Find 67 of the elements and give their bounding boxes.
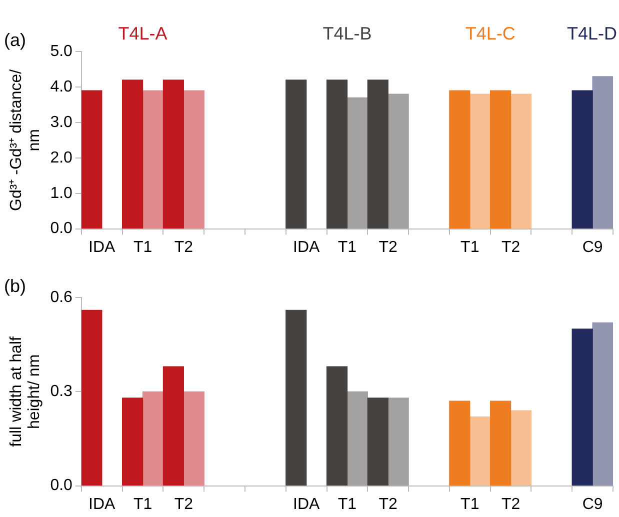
y-tick-label: 0.0: [50, 220, 73, 238]
bar: [81, 90, 102, 229]
bar: [142, 391, 164, 486]
bar: [162, 366, 184, 486]
chart-title: (b): [4, 276, 26, 296]
bar: [286, 310, 307, 486]
bar: [449, 90, 470, 229]
bar: [183, 90, 204, 229]
bar: [572, 90, 593, 229]
bar: [122, 398, 144, 486]
x-tick-label: C9: [582, 496, 603, 513]
y-axis-title: Gd³⁺ -Gd³⁺ distance/ nm: [8, 68, 43, 212]
bar: [326, 80, 348, 229]
x-tick-label: T1: [133, 496, 152, 513]
text: T4L-D: [566, 24, 618, 44]
x-tick-label: T1: [460, 496, 480, 513]
y-axis-title: full width at half height/ nm: [8, 336, 43, 447]
bar: [346, 391, 368, 486]
bar: [470, 416, 491, 486]
x-tick-label: IDA: [88, 238, 116, 256]
bar: [572, 328, 593, 486]
x-tick-label: T2: [378, 496, 398, 513]
x-tick-label: IDA: [292, 496, 320, 513]
x-tick-label: T2: [174, 238, 194, 256]
bar: [81, 310, 102, 486]
y-tick-label: 5.0: [50, 43, 73, 60]
bar: [346, 97, 368, 229]
text: T4L-B: [322, 24, 372, 44]
y-tick-label: 2.0: [50, 149, 73, 166]
y-tick-label: 3.0: [50, 114, 73, 131]
x-tick-label: T2: [501, 496, 520, 513]
bar: [470, 94, 491, 229]
bar: [510, 94, 532, 229]
text: T4L-C: [465, 24, 516, 44]
y-tick-label: 4.0: [50, 78, 73, 96]
x-tick-label: T1: [133, 238, 152, 256]
bar: [326, 366, 348, 486]
y-tick-label: 0.0: [50, 477, 73, 494]
bar: [286, 80, 307, 229]
bar: [490, 400, 512, 486]
x-tick-label: C9: [582, 238, 603, 256]
x-tick-label: T1: [338, 238, 357, 256]
bar: [388, 398, 409, 486]
bar: [122, 80, 144, 229]
bar: [388, 94, 409, 229]
bar: [367, 80, 388, 229]
x-tick-label: IDA: [292, 238, 320, 256]
text: T4L-A: [118, 24, 168, 44]
bar: [183, 391, 204, 486]
x-tick-label: T1: [460, 238, 480, 256]
bar: [367, 398, 388, 486]
bar: [490, 90, 512, 229]
chart-title: (a): [4, 30, 26, 50]
x-tick-label: IDA: [88, 496, 116, 513]
x-tick-label: T2: [378, 238, 398, 256]
y-tick-label: 0.3: [50, 383, 73, 400]
bar: [162, 80, 184, 229]
bar: [592, 76, 613, 229]
bar: [449, 400, 470, 486]
bar: [592, 322, 613, 486]
x-tick-label: T2: [501, 238, 520, 256]
y-tick-label: 1.0: [50, 184, 73, 202]
x-tick-label: T2: [174, 496, 194, 513]
bar: [510, 410, 532, 486]
y-tick-label: 0.6: [50, 289, 73, 306]
bar: [142, 90, 164, 229]
x-tick-label: T1: [338, 496, 357, 513]
